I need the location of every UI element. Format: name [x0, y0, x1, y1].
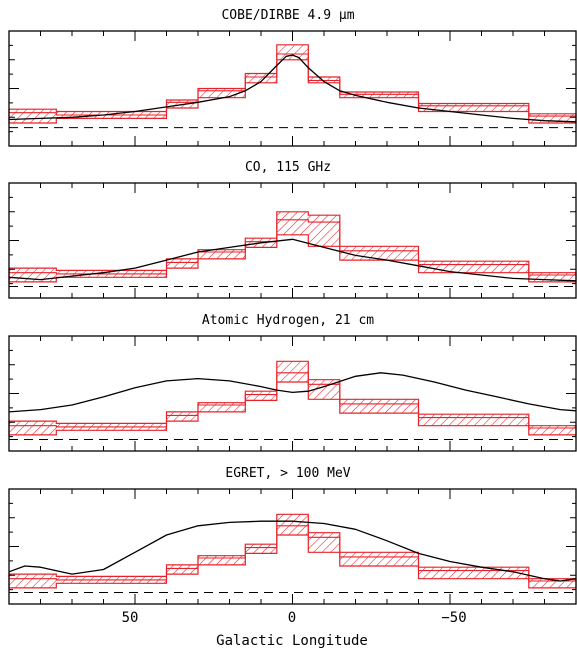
observed-profile-cobe-dirbe: [8, 54, 577, 123]
plot-frame-egret: [8, 488, 577, 605]
plot-area-cobe-dirbe: [8, 30, 577, 147]
model-band-co: [8, 211, 577, 283]
plot-area-egret: [8, 488, 577, 605]
panel-title-egret: EGRET, > 100 MeV: [225, 466, 350, 481]
panel-co: CO, 115 GHz: [8, 160, 577, 299]
panel-title-atomic-hydrogen: Atomic Hydrogen, 21 cm: [202, 313, 374, 328]
plot-area-atomic-hydrogen: [8, 335, 577, 452]
panel-title-cobe-dirbe: COBE/DIRBE 4.9 μm: [221, 8, 354, 23]
model-step-line-co: [9, 219, 576, 276]
plot-area-co: [8, 182, 577, 299]
observed-profile-egret: [8, 520, 577, 582]
plot-frame-co: [8, 182, 577, 299]
panel-egret: EGRET, > 100 MeV: [8, 466, 577, 605]
x-tick-label-0: 0: [288, 610, 296, 626]
panel-title-co: CO, 115 GHz: [245, 160, 331, 175]
model-step-line-atomic-hydrogen: [9, 372, 576, 429]
observed-profile-co: [8, 238, 577, 282]
panel-cobe-dirbe: COBE/DIRBE 4.9 μm: [8, 8, 577, 147]
model-band-cobe-dirbe: [8, 44, 577, 124]
x-axis-label: Galactic Longitude: [216, 633, 368, 649]
model-step-line-egret: [9, 525, 576, 582]
observed-profile-atomic-hydrogen: [8, 372, 577, 413]
x-axis-tick-labels: 50 0 −50: [122, 610, 467, 626]
panel-atomic-hydrogen: Atomic Hydrogen, 21 cm: [8, 313, 577, 452]
x-tick-label-minus-50: −50: [441, 610, 466, 626]
plot-frame-atomic-hydrogen: [8, 335, 577, 452]
x-tick-label-50: 50: [122, 610, 139, 626]
